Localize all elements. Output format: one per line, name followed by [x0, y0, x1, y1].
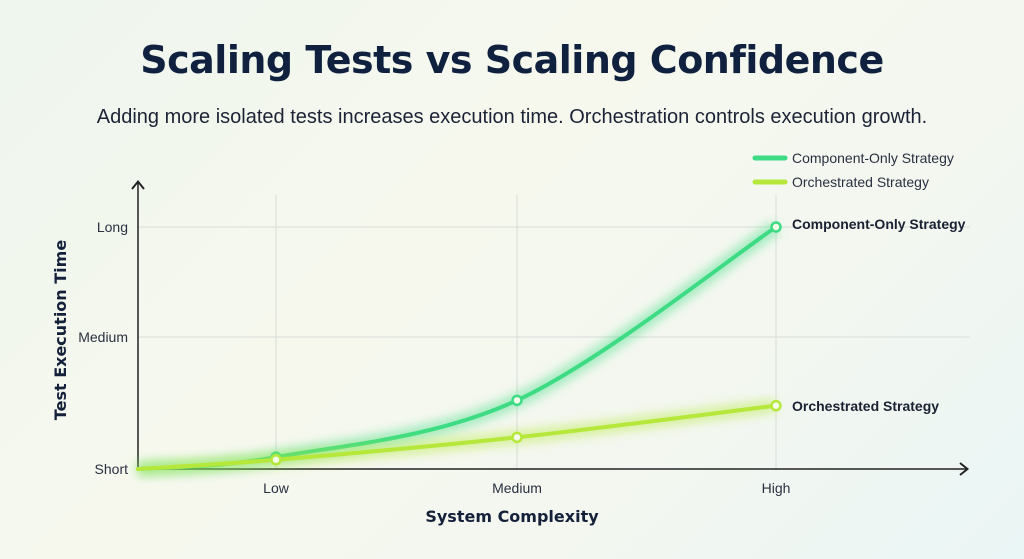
legend-label-orchestrated: Orchestrated Strategy [792, 174, 929, 190]
data-point [770, 221, 782, 233]
y-tick-label: Long [97, 219, 128, 235]
series-line-component [136, 225, 778, 471]
end-label-orchestrated: Orchestrated Strategy [792, 398, 939, 414]
legend: Component-Only Strategy Orchestrated Str… [752, 150, 954, 190]
y-tick-label: Short [95, 461, 129, 477]
x-tick-label: Low [263, 480, 290, 496]
series-line-orchestrated [136, 403, 778, 471]
x-tick-label: Medium [492, 480, 542, 496]
data-point [770, 399, 782, 412]
y-axis-label: Test Execution Time [51, 240, 70, 421]
chart-title: Scaling Tests vs Scaling Confidence [140, 38, 884, 82]
chart-subtitle: Adding more isolated tests increases exe… [96, 106, 928, 128]
data-point [511, 394, 523, 407]
end-label-component: Component-Only Strategy [792, 216, 966, 232]
data-point [511, 431, 523, 444]
y-tick-label: Medium [78, 329, 128, 345]
series-glow [137, 398, 777, 476]
legend-label-component: Component-Only Strategy [792, 150, 954, 166]
x-axis-label: System Complexity [425, 507, 599, 526]
series-glow [137, 221, 780, 476]
data-point [270, 454, 282, 466]
x-tick-label: High [762, 480, 791, 496]
